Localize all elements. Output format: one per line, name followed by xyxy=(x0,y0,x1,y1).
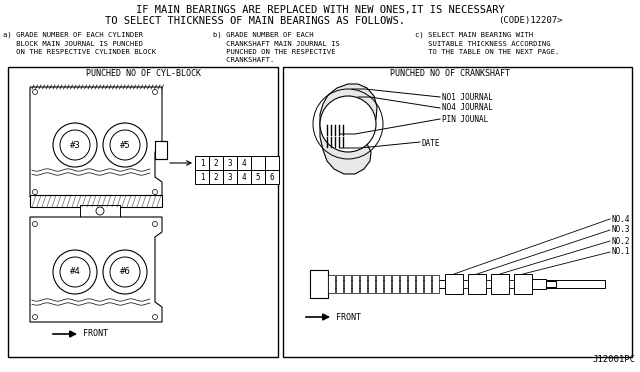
Bar xyxy=(8,67,278,357)
Bar xyxy=(223,170,237,184)
Bar xyxy=(384,275,391,293)
Text: TO SELECT THICKNESS OF MAIN BEARINGS AS FOLLOWS.: TO SELECT THICKNESS OF MAIN BEARINGS AS … xyxy=(105,16,405,26)
Text: 1: 1 xyxy=(200,173,204,182)
Text: 6: 6 xyxy=(269,173,275,182)
Bar xyxy=(344,275,351,293)
Bar xyxy=(265,156,279,170)
Text: 2: 2 xyxy=(214,173,218,182)
Bar xyxy=(400,275,407,293)
Circle shape xyxy=(33,314,38,320)
Text: 1: 1 xyxy=(200,158,204,167)
Circle shape xyxy=(152,314,157,320)
Bar xyxy=(336,275,343,293)
Text: NO.3: NO.3 xyxy=(612,225,630,234)
Bar xyxy=(80,205,120,217)
Circle shape xyxy=(152,189,157,195)
Text: FRONT: FRONT xyxy=(336,312,361,321)
Bar xyxy=(445,274,463,294)
Bar xyxy=(195,156,209,170)
Circle shape xyxy=(33,221,38,227)
Bar xyxy=(195,170,209,184)
Text: IF MAIN BEARINGS ARE REPLACED WITH NEW ONES,IT IS NECESSARY: IF MAIN BEARINGS ARE REPLACED WITH NEW O… xyxy=(136,5,504,15)
Bar xyxy=(251,170,265,184)
Bar xyxy=(360,275,367,293)
Text: NO.4: NO.4 xyxy=(612,215,630,224)
Text: FRONT: FRONT xyxy=(83,330,108,339)
Bar xyxy=(514,274,532,294)
Text: DATE: DATE xyxy=(422,140,440,148)
Circle shape xyxy=(320,96,376,152)
Polygon shape xyxy=(30,87,162,197)
Bar xyxy=(251,156,265,170)
Bar xyxy=(424,275,431,293)
Text: #5: #5 xyxy=(120,141,131,150)
Bar xyxy=(432,275,439,293)
Text: PIN JOUNAL: PIN JOUNAL xyxy=(442,115,488,124)
Text: NO1 JOURNAL: NO1 JOURNAL xyxy=(442,93,493,102)
Text: 3: 3 xyxy=(228,158,232,167)
Bar xyxy=(223,156,237,170)
Text: 4: 4 xyxy=(242,158,246,167)
Bar xyxy=(325,280,605,288)
Text: PUNCHED NO OF CRANKSHAFT: PUNCHED NO OF CRANKSHAFT xyxy=(390,70,510,78)
Bar xyxy=(155,141,167,159)
Circle shape xyxy=(53,250,97,294)
Text: #3: #3 xyxy=(70,141,81,150)
Text: NO.2: NO.2 xyxy=(612,237,630,246)
Polygon shape xyxy=(320,84,377,174)
Bar xyxy=(265,170,279,184)
Circle shape xyxy=(103,250,147,294)
Bar xyxy=(408,275,415,293)
Bar xyxy=(209,156,223,170)
Circle shape xyxy=(152,90,157,94)
Bar xyxy=(376,275,383,293)
Bar xyxy=(283,67,632,357)
Circle shape xyxy=(53,123,97,167)
Text: (CODE)12207>: (CODE)12207> xyxy=(498,16,563,26)
Text: 5: 5 xyxy=(256,173,260,182)
Circle shape xyxy=(60,257,90,287)
Circle shape xyxy=(33,189,38,195)
Text: a) GRADE NUMBER OF EACH CYLINDER
   BLOCK MAIN JOURNAL IS PUNCHED
   ON THE RESP: a) GRADE NUMBER OF EACH CYLINDER BLOCK M… xyxy=(3,32,156,55)
Bar xyxy=(509,280,519,288)
Bar xyxy=(392,275,399,293)
Circle shape xyxy=(110,257,140,287)
Text: NO4 JOURNAL: NO4 JOURNAL xyxy=(442,103,493,112)
Text: NO.1: NO.1 xyxy=(612,247,630,257)
Bar xyxy=(546,281,556,287)
Text: b) GRADE NUMBER OF EACH
   CRANKSHAFT MAIN JOURNAL IS
   PUNCHED ON THE RESPECTI: b) GRADE NUMBER OF EACH CRANKSHAFT MAIN … xyxy=(213,32,340,62)
Text: #6: #6 xyxy=(120,267,131,276)
Bar xyxy=(328,275,335,293)
Text: 3: 3 xyxy=(228,173,232,182)
Circle shape xyxy=(152,221,157,227)
Bar xyxy=(532,279,546,289)
Bar xyxy=(486,280,496,288)
Text: #4: #4 xyxy=(70,267,81,276)
Bar xyxy=(237,156,251,170)
Text: J12001PC: J12001PC xyxy=(592,355,635,364)
Bar xyxy=(491,274,509,294)
Circle shape xyxy=(103,123,147,167)
Text: c) SELECT MAIN BEARING WITH
   SUITABLE THICKNESS ACCORDING
   TO THE TABLE ON T: c) SELECT MAIN BEARING WITH SUITABLE THI… xyxy=(415,32,559,55)
Bar xyxy=(310,270,328,298)
Polygon shape xyxy=(30,217,162,322)
Text: 2: 2 xyxy=(214,158,218,167)
Bar xyxy=(209,170,223,184)
Bar xyxy=(30,195,162,207)
Circle shape xyxy=(110,130,140,160)
Bar xyxy=(468,274,486,294)
Bar xyxy=(352,275,359,293)
Text: PUNCHED NO OF CYL-BLOCK: PUNCHED NO OF CYL-BLOCK xyxy=(86,70,200,78)
Bar xyxy=(237,170,251,184)
Circle shape xyxy=(96,207,104,215)
Bar xyxy=(368,275,375,293)
Bar xyxy=(463,280,473,288)
Text: 4: 4 xyxy=(242,173,246,182)
Circle shape xyxy=(60,130,90,160)
Circle shape xyxy=(33,90,38,94)
Bar xyxy=(416,275,423,293)
